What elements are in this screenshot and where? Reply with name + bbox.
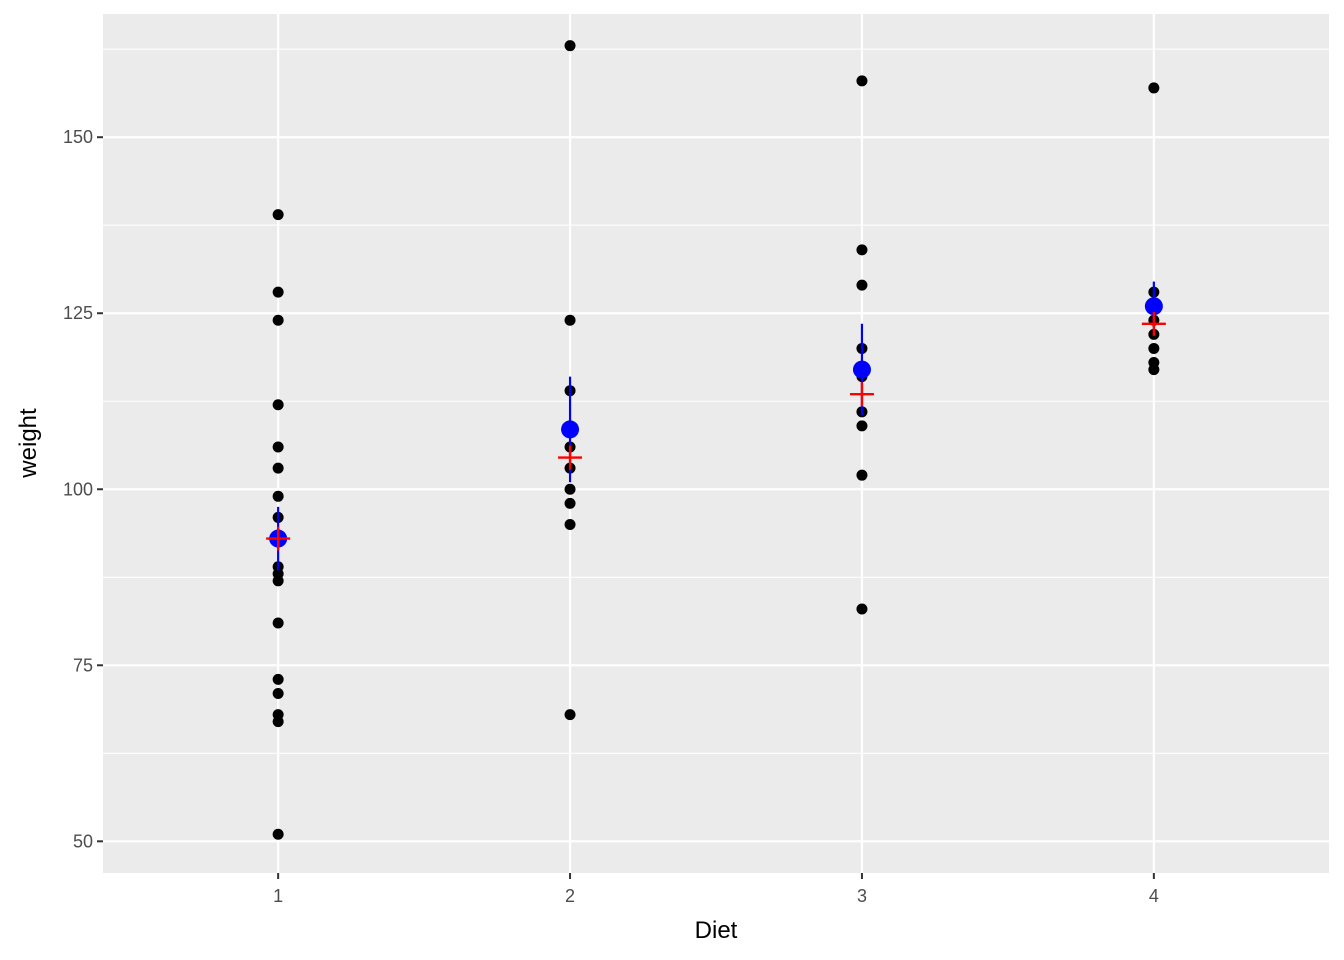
data-point <box>1148 342 1160 354</box>
data-point <box>856 603 868 615</box>
y-tick-label: 100 <box>63 479 93 499</box>
y-tick-label: 150 <box>63 127 93 147</box>
mean-point <box>1144 297 1163 316</box>
y-axis-title: weight <box>15 408 42 479</box>
data-point <box>272 490 284 502</box>
data-point <box>856 420 868 432</box>
grid-minor <box>103 48 1329 754</box>
data-point <box>272 441 284 453</box>
x-axis-title: Diet <box>695 917 738 944</box>
mean-point <box>852 360 871 379</box>
data-point <box>1148 82 1160 94</box>
data-point <box>564 518 576 530</box>
data-point <box>564 40 576 52</box>
data-point <box>272 286 284 298</box>
x-tick-label: 1 <box>273 886 283 906</box>
data-point <box>1148 364 1160 376</box>
y-tick-label: 125 <box>63 303 93 323</box>
data-point <box>564 314 576 326</box>
data-marks <box>266 40 1166 840</box>
data-point <box>272 673 284 685</box>
x-tick-label: 4 <box>1149 886 1159 906</box>
y-tick-label: 50 <box>73 831 93 851</box>
data-point <box>272 617 284 629</box>
data-point <box>272 687 284 699</box>
data-point <box>856 244 868 256</box>
data-point <box>564 497 576 509</box>
data-point <box>272 399 284 411</box>
x-tick-label: 3 <box>857 886 867 906</box>
grid-major <box>103 14 1329 873</box>
data-point <box>856 75 868 87</box>
data-point <box>272 314 284 326</box>
data-point <box>856 469 868 481</box>
data-point <box>272 575 284 587</box>
plot-panel <box>103 14 1329 873</box>
data-point <box>856 279 868 291</box>
data-point <box>564 709 576 721</box>
data-point <box>272 462 284 474</box>
x-tick-label: 2 <box>565 886 575 906</box>
axes: 50 75 100 125 150 1 2 3 4 <box>63 127 1159 906</box>
data-point <box>272 828 284 840</box>
data-point <box>564 483 576 495</box>
data-point <box>272 209 284 221</box>
data-point <box>272 716 284 728</box>
mean-point <box>561 420 580 439</box>
y-tick-label: 75 <box>73 655 93 675</box>
